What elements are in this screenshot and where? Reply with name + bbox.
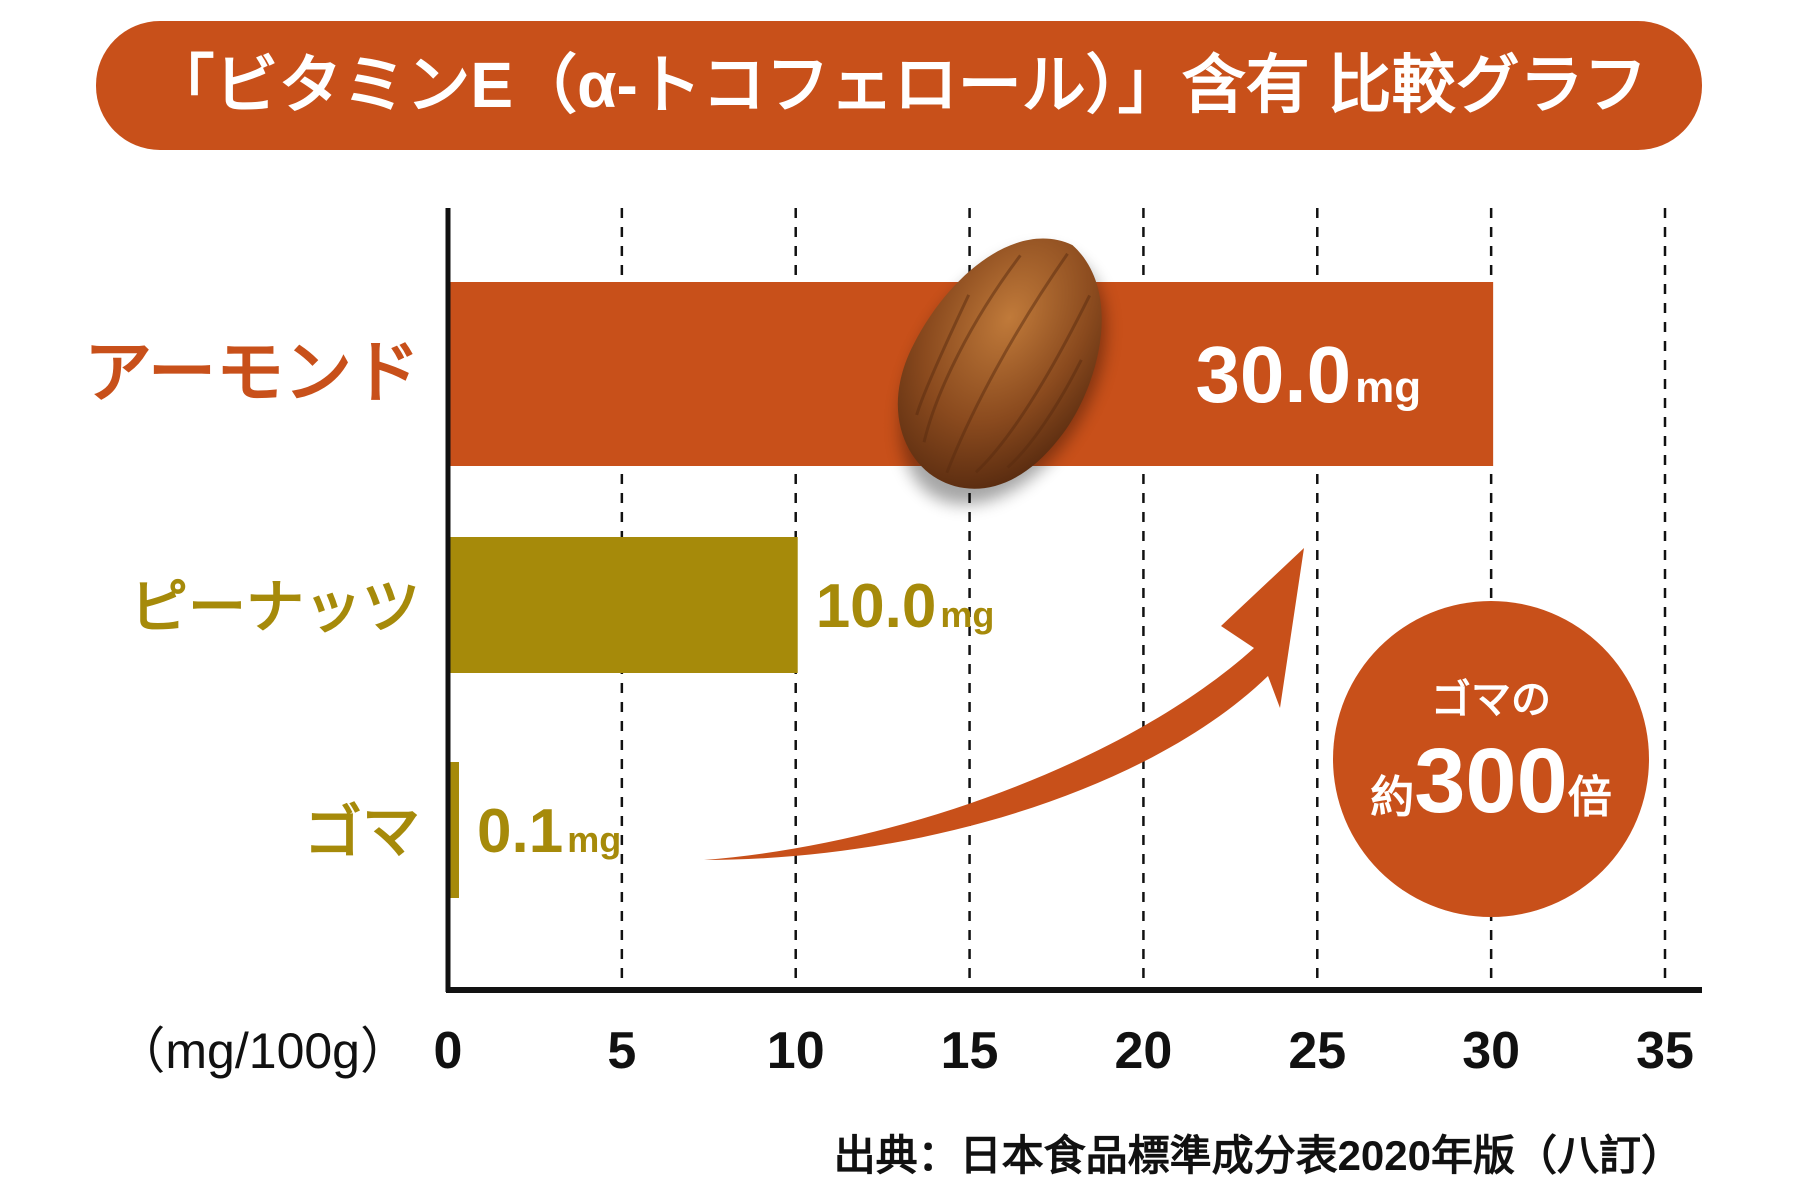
value-label: 0.1 mg	[477, 797, 621, 866]
unit-label: （mg/100g）	[115, 1023, 410, 1079]
source-note: 出典：日本食品標準成分表2020年版（八訂）	[834, 1132, 1683, 1179]
category-label: ピーナッツ	[130, 575, 420, 640]
category-label: ゴマ	[304, 800, 420, 865]
bar-2	[450, 762, 459, 898]
ratio-line1: ゴマの	[1431, 677, 1551, 722]
category-label: アーモンド	[84, 335, 420, 411]
ratio-line2: 約300倍	[1370, 730, 1612, 832]
x-tick-label: 30	[1462, 1022, 1520, 1080]
x-tick-label: 10	[767, 1022, 825, 1080]
value-label: 10.0 mg	[816, 572, 995, 641]
x-tick-label: 35	[1636, 1022, 1694, 1080]
ratio-badge	[1333, 601, 1649, 917]
x-tick-label: 25	[1288, 1022, 1346, 1080]
chart-title: 「ビタミンE（α-トコフェロール）」含有 比較グラフ	[150, 49, 1647, 121]
x-tick-label: 20	[1115, 1022, 1173, 1080]
almond-image	[897, 238, 1107, 505]
bar-1	[450, 537, 798, 673]
x-tick-label: 15	[941, 1022, 999, 1080]
value-label: 30.0mg	[1195, 330, 1421, 419]
title-pill	[96, 21, 1702, 150]
x-tick-label: 5	[607, 1022, 636, 1080]
x-tick-label: 0	[434, 1022, 463, 1080]
growth-arrow	[704, 548, 1304, 860]
